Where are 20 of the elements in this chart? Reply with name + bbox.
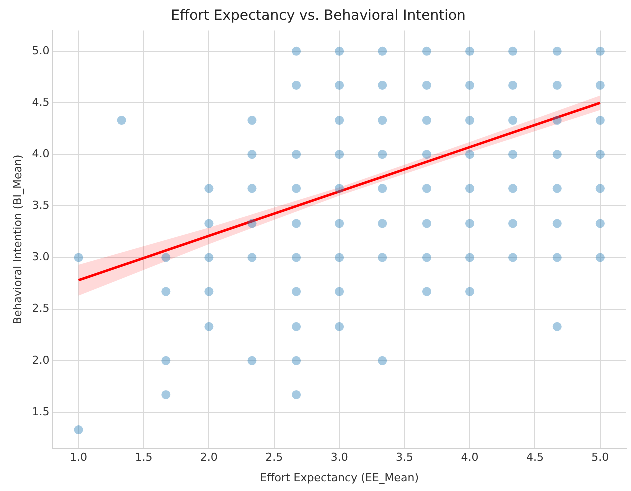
x-tick-label: 2.5 [266,451,284,464]
x-tick-label: 3.5 [396,451,414,464]
y-tick-label: 5.0 [32,44,50,58]
x-tick-label: 1.5 [135,451,153,464]
y-tick-label: 2.5 [32,302,50,316]
x-tick-label: 4.5 [526,451,544,464]
x-tick-label: 5.0 [592,451,610,464]
y-tick-label: 3.5 [32,199,50,212]
x-tick-label: 4.0 [461,451,479,464]
x-tick-label: 3.0 [330,451,348,464]
y-tick-label: 4.0 [32,147,50,160]
x-tick-label: 1.0 [70,451,88,464]
chart-title: Effort Expectancy vs. Behavioral Intention [171,8,466,24]
y-tick-label: 3.0 [32,250,50,264]
x-axis-title: Effort Expectancy (EE_Mean) [260,471,420,484]
y-tick-label: 4.5 [32,96,50,109]
y-tick-label: 1.5 [32,405,50,418]
y-axis-title: Behavioral Intention (BI_Mean) [11,154,24,325]
x-tick-label: 2.0 [200,451,218,464]
y-tick-label: 2.0 [32,354,50,367]
